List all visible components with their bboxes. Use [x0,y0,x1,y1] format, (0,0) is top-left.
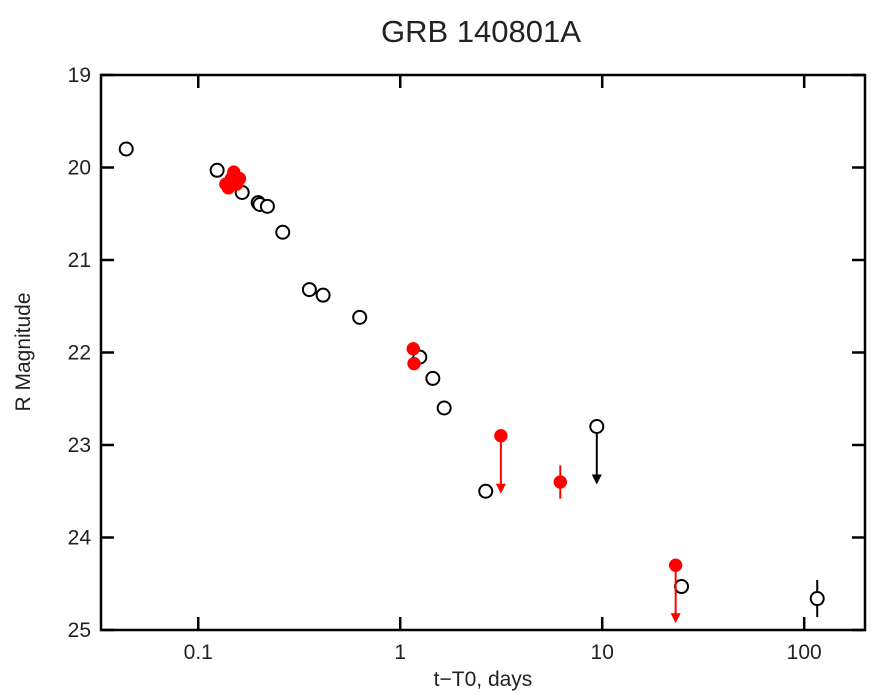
data-point-open [209,162,225,178]
y-tick-label: 24 [68,527,92,550]
y-tick-label: 23 [68,434,91,457]
data-point-filled [494,429,508,443]
data-point-filled [406,342,421,356]
plot-frame [99,73,867,632]
y-tick-label: 21 [68,249,91,272]
data-point-open [674,579,690,595]
axis-ticks [101,73,865,632]
data-point-open [809,591,825,607]
data-point-open [259,198,275,214]
data-point-open [301,282,317,298]
y-tick-label: 19 [68,64,91,87]
x-tick-label: 0.1 [184,641,213,664]
chart-title: GRB 140801A [381,14,581,49]
data-point-filled [553,475,568,489]
data-point-open [478,483,494,499]
x-tick-label: 10 [591,641,614,664]
data-point-open [275,224,291,240]
y-tick-label: 25 [68,619,91,642]
data-point-open [315,287,331,303]
x-tick-label: 100 [787,641,822,664]
data-point-open [118,141,134,157]
y-tick-label: 22 [68,342,91,365]
data-points [118,141,825,624]
x-tick-label: 1 [394,641,406,664]
data-point-open [589,419,605,434]
data-point-open [436,400,452,416]
data-point-filled [407,356,421,371]
y-tick-label: 20 [68,157,91,180]
x-axis-label: t−T0, days [434,668,533,691]
data-point-open [352,309,368,325]
y-axis-label: R Magnitude [12,292,35,411]
data-point-filled [668,558,683,572]
upper-limit-arrow-head [591,474,602,485]
axis-tick-labels: 0.1 1 10 100 19 20 21 22 23 24 25 [68,64,822,664]
data-point-filled [232,171,247,186]
upper-limit-arrow-head [670,613,681,624]
data-point-open [425,370,441,386]
upper-limit-arrow-head [495,483,506,494]
